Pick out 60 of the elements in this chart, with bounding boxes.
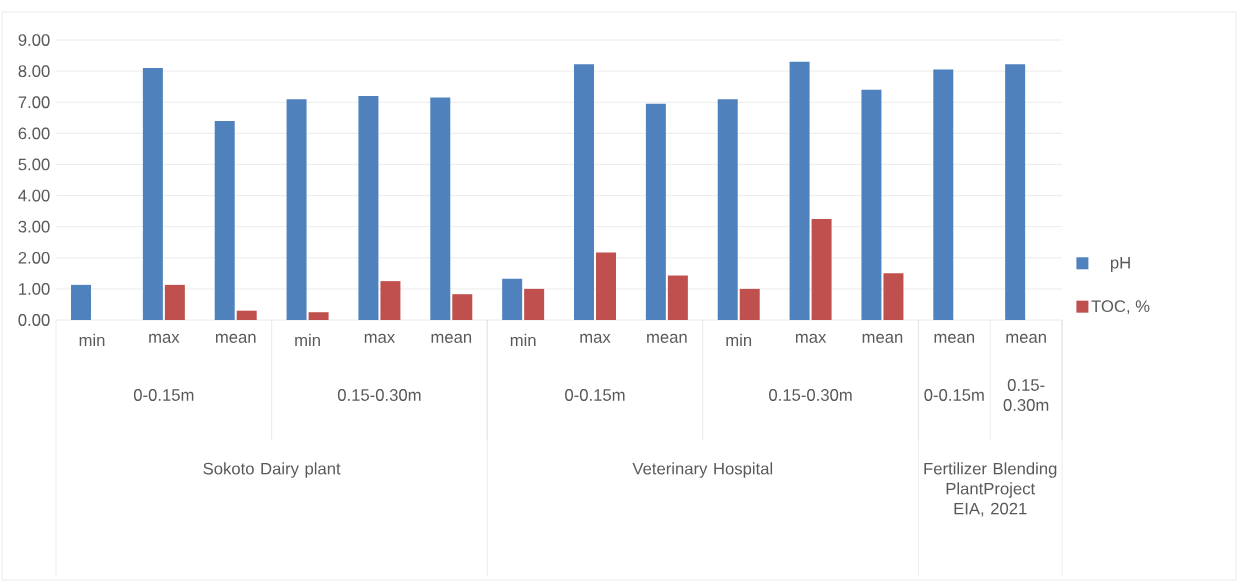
bar [452, 294, 473, 321]
bar [933, 69, 954, 321]
bar [236, 310, 257, 321]
bar [574, 64, 595, 321]
bar [430, 97, 451, 321]
y-tick-label: 0.00 [18, 314, 50, 326]
text: Veterinary Hospital [632, 462, 773, 478]
bar [308, 312, 329, 321]
text: Fertilizer Blending PlantProject EIA, 2021 [924, 462, 1057, 517]
y-tick-label: 6.00 [18, 127, 50, 140]
bar [214, 120, 235, 321]
text: 0-0.15m [924, 389, 984, 401]
text: 0-0.15m [133, 389, 194, 401]
y-tick-label: 8.00 [18, 65, 50, 78]
bar [739, 288, 760, 321]
x-tick-label: mean [431, 333, 472, 343]
bar [1005, 64, 1026, 321]
bar [502, 278, 523, 321]
bar [811, 218, 832, 321]
bar [861, 89, 882, 321]
bar [645, 103, 666, 321]
bar [596, 252, 617, 321]
bar [358, 96, 379, 321]
y-tick-label: 9.00 [18, 34, 50, 46]
x-tick-label: min [726, 333, 752, 346]
x-tick-label: min [510, 333, 536, 346]
x-tick-label: mean [215, 333, 256, 343]
text: 0-0.15m [565, 389, 625, 401]
x-tick-label: max [795, 333, 827, 343]
bar [717, 99, 738, 321]
bar [164, 284, 185, 321]
bar [71, 284, 91, 321]
y-tick-label: 2.00 [18, 251, 50, 264]
bar [667, 275, 688, 321]
text: 0.15-0.30m [769, 389, 852, 401]
x-tick-label: min [79, 333, 105, 346]
y-tick-label: 7.00 [18, 96, 50, 109]
bar [524, 288, 545, 321]
y-tick-label: 1.00 [19, 283, 50, 295]
x-tick-label: mean [934, 333, 975, 343]
x-tick-label: mean [1006, 333, 1046, 343]
bar [380, 281, 401, 321]
text: Sokoto Dairy plant [203, 462, 341, 478]
bar [789, 61, 810, 321]
x-tick-label: max [580, 333, 611, 343]
bar [142, 68, 163, 321]
y-tick-label: 5.00 [18, 158, 50, 171]
x-tick-label: max [364, 333, 395, 343]
y-tick-label: 4.00 [18, 189, 50, 202]
bar [883, 273, 904, 321]
legend-label: pH [1110, 256, 1130, 272]
bar [286, 99, 307, 321]
legend-label: TOC, % [1091, 300, 1150, 315]
y-tick-label: 3.00 [18, 220, 50, 233]
x-tick-label: min [295, 333, 320, 346]
text: 0.15-0.30m [337, 389, 421, 401]
text: 0.15-0.30m [1003, 379, 1049, 411]
x-tick-label: mean [647, 333, 687, 343]
x-tick-label: mean [862, 333, 903, 343]
x-tick-label: max [149, 333, 180, 343]
